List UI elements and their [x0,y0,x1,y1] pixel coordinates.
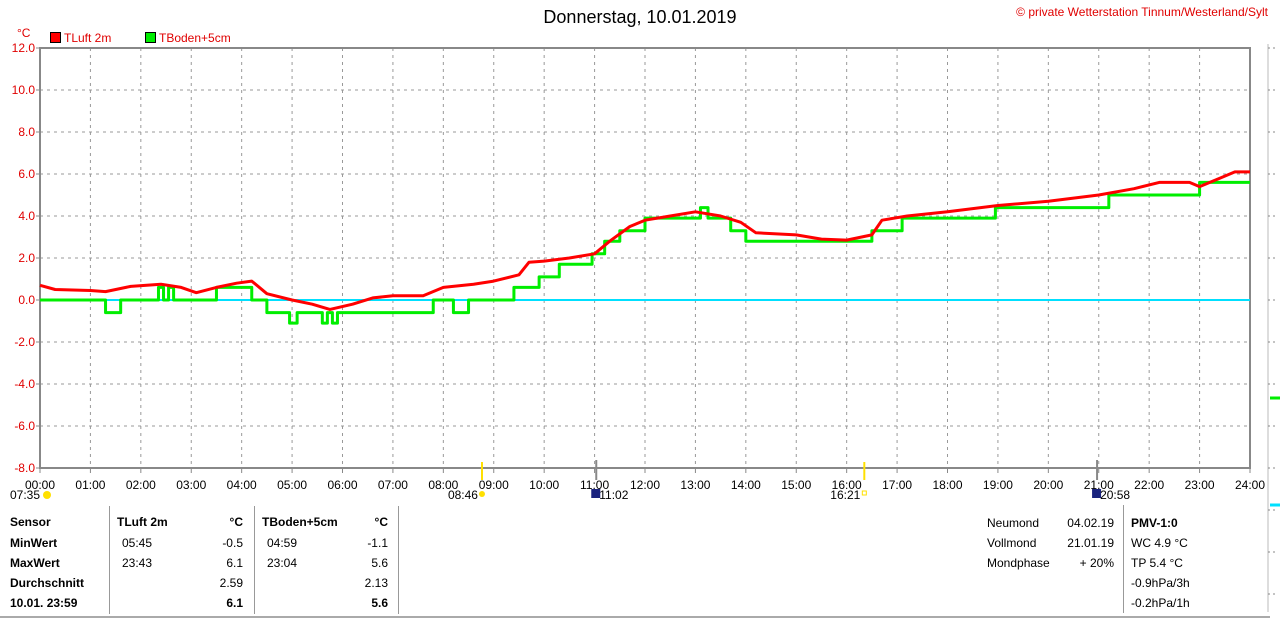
divider [254,506,255,614]
moon-value: + 20% [1079,556,1114,570]
x-tick-label: 07:00 [378,478,408,492]
stats-cell-label: MaxWert [10,556,60,570]
x-tick-label: 18:00 [932,478,962,492]
y-axis-unit: °C [17,26,31,40]
y-tick-label: 0.0 [18,293,35,307]
stats-header: Sensor [10,515,51,529]
y-tick-label: 6.0 [18,167,35,181]
annotation-label: 16:21 [830,488,860,502]
stats-cell-t2: 04:59 [267,536,298,550]
y-tick-label: -2.0 [14,335,35,349]
y-tick-label: -8.0 [14,461,35,475]
stats-header: TBoden+5cm [262,515,338,529]
extra-line: -0.2hPa/1h [1131,596,1190,610]
pmv-title: PMV-1:0 [1131,516,1178,530]
chart-title: Donnerstag, 10.01.2019 [543,7,737,27]
x-tick-label: 04:00 [227,478,257,492]
stats-cell-v2: 5.6 [371,596,388,610]
x-tick-label: 12:00 [630,478,660,492]
x-tick-label: 10:00 [529,478,559,492]
legend-item-tluft: TLuft 2m [50,31,111,45]
x-tick-label: 05:00 [277,478,307,492]
extra-line: -0.9hPa/3h [1131,576,1190,590]
x-tick-label: 03:00 [176,478,206,492]
x-tick-label: 17:00 [882,478,912,492]
divider [398,506,399,614]
stats-cell-v2: 5.6 [371,556,388,570]
plot-frame [39,47,1251,469]
annotation-label: 11:02 [599,488,628,502]
divider [1123,505,1124,613]
moon-label: Mondphase [987,556,1050,570]
series-line-tluft [39,170,1250,311]
stats-cell-t2: 23:04 [267,556,298,570]
sunrise-icon [43,491,51,499]
x-tick-label: 14:00 [731,478,761,492]
stats-cell-label: MinWert [10,536,58,550]
y-tick-label: 8.0 [18,125,35,139]
stats-cell-label: 10.01. 23:59 [10,596,78,610]
divider [109,506,110,614]
y-tick-label: 2.0 [18,251,35,265]
credit: © private Wetterstation Tinnum/Westerlan… [1016,5,1268,19]
stats-cell-v2: -1.1 [367,536,388,550]
x-tick-label: 11:00 [580,478,609,492]
legend-label: TBoden+5cm [159,31,231,45]
moon-value: 21.01.19 [1067,536,1114,550]
stats-cell-v1: 2.59 [219,576,243,590]
extra-line: WC 4.9 °C [1131,536,1188,550]
stats-cell-v2: 2.13 [364,576,388,590]
x-tick-label: 24:00 [1235,478,1265,492]
moon-label: Neumond [987,516,1040,530]
x-tick-label: 13:00 [680,478,710,492]
extra-line: TP 5.4 °C [1131,556,1183,570]
moonset-icon [1092,489,1102,498]
stats-header: °C [229,515,243,529]
sun-icon [478,491,485,497]
x-tick-label: 19:00 [983,478,1013,492]
series-line-tboden [40,180,1250,325]
x-tick-label: 21:00 [1084,478,1114,492]
x-tick-label: 09:00 [479,478,509,492]
stats-cell-label: Durchschnitt [10,576,85,590]
legend-swatch [50,32,61,43]
moonrise-icon [591,489,601,498]
stats-cell-t1: 05:45 [122,536,153,550]
annotation-label: 20:58 [1100,488,1130,502]
stats-cell-v1: -0.5 [222,536,243,550]
y-tick-label: 10.0 [12,83,36,97]
stats-cell-v1: 6.1 [226,596,243,610]
x-tick-label: 23:00 [1185,478,1215,492]
legend-item-tboden: TBoden+5cm [145,31,231,45]
moon-label: Vollmond [987,536,1037,550]
x-tick-label: 08:00 [428,478,458,492]
divider [0,616,1270,618]
annotation-label: 07:35 [10,488,40,502]
x-tick-label: 01:00 [75,478,105,492]
x-tick-label: 22:00 [1134,478,1164,492]
annotation-label: 08:46 [448,488,478,502]
x-tick-label: 00:00 [25,478,55,492]
y-tick-label: 12.0 [12,41,36,55]
sunset-icon [861,490,867,496]
x-tick-label: 15:00 [781,478,811,492]
y-tick-label: -4.0 [14,377,35,391]
legend-swatch [145,32,156,43]
stats-cell-t1: 23:43 [122,556,153,570]
stats-cell-v1: 6.1 [226,556,243,570]
x-tick-label: 06:00 [327,478,357,492]
x-tick-label: 20:00 [1033,478,1063,492]
y-tick-label: -6.0 [14,419,35,433]
y-tick-label: 4.0 [18,209,35,223]
stats-header: °C [374,515,388,529]
x-tick-label: 02:00 [126,478,156,492]
x-tick-label: 16:00 [832,478,862,492]
moon-value: 04.02.19 [1067,516,1114,530]
stats-header: TLuft 2m [117,515,168,529]
legend-label: TLuft 2m [64,31,112,45]
